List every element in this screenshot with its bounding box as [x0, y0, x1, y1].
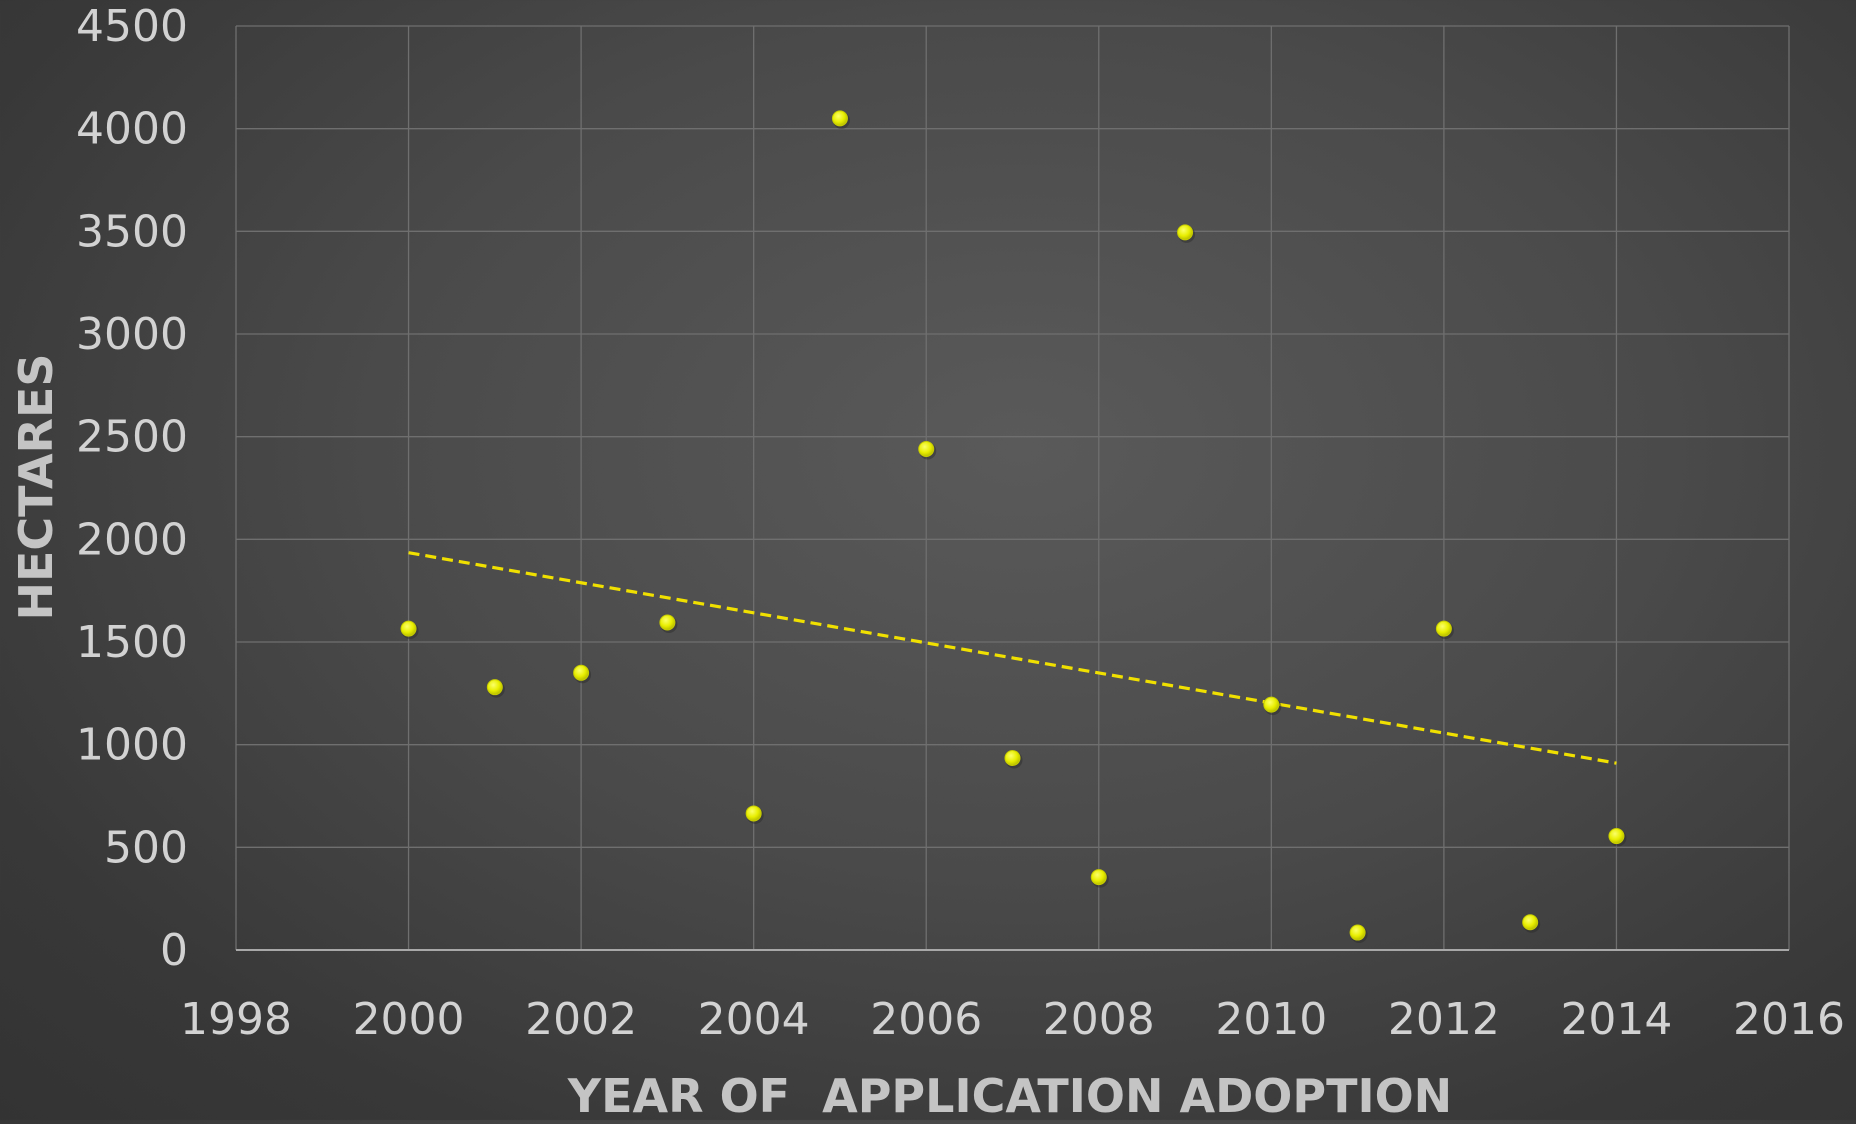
y-axis-title: HECTARES — [9, 353, 63, 620]
data-point — [1004, 750, 1021, 767]
data-point — [1522, 914, 1539, 931]
data-point — [918, 440, 935, 457]
data-point — [831, 110, 848, 127]
data-point — [573, 664, 590, 681]
y-tick-label: 4500 — [76, 1, 188, 52]
x-tick-label: 2002 — [525, 994, 637, 1045]
data-point — [1435, 620, 1452, 637]
y-tick-label: 1000 — [76, 720, 188, 771]
x-tick-label: 2016 — [1733, 994, 1845, 1045]
y-tick-label: 2000 — [76, 514, 188, 565]
y-tick-label: 1500 — [76, 617, 188, 668]
x-tick-label: 2004 — [698, 994, 810, 1045]
x-tick-label: 2014 — [1560, 994, 1672, 1045]
trendline-group — [408, 551, 1617, 765]
x-tick-label: 2008 — [1043, 994, 1155, 1045]
data-point — [1349, 924, 1366, 941]
data-point — [486, 679, 503, 696]
y-tick-labels: 0 500 1000 1500 2000 2500 3000 3500 4000 4500 — [76, 1, 188, 976]
data-point — [745, 805, 762, 822]
x-tick-label: 2000 — [353, 994, 465, 1045]
data-point — [1090, 869, 1107, 886]
trendline — [408, 551, 1617, 765]
y-tick-label: 0 — [160, 925, 188, 976]
data-point — [1177, 224, 1194, 241]
data-point — [400, 620, 417, 637]
y-tick-label: 3000 — [76, 309, 188, 360]
x-tick-label: 2010 — [1215, 994, 1327, 1045]
y-tick-label: 2500 — [76, 412, 188, 463]
data-point — [1263, 696, 1280, 713]
x-tick-label: 1998 — [180, 994, 292, 1045]
gridlines — [235, 25, 1790, 950]
x-tick-labels: 1998 2000 2002 2004 2006 2008 2010 2012 2014 2016 — [180, 994, 1845, 1045]
x-tick-label: 2012 — [1388, 994, 1500, 1045]
data-point — [1608, 828, 1625, 845]
y-tick-label: 500 — [104, 822, 188, 873]
data-points — [400, 110, 1627, 944]
x-axis-title: YEAR OF APPLICATION ADOPTION — [567, 1069, 1452, 1120]
x-tick-label: 2006 — [870, 994, 982, 1045]
data-point — [659, 614, 676, 631]
y-tick-label: 3500 — [76, 206, 188, 257]
y-tick-label: 4000 — [76, 104, 188, 155]
